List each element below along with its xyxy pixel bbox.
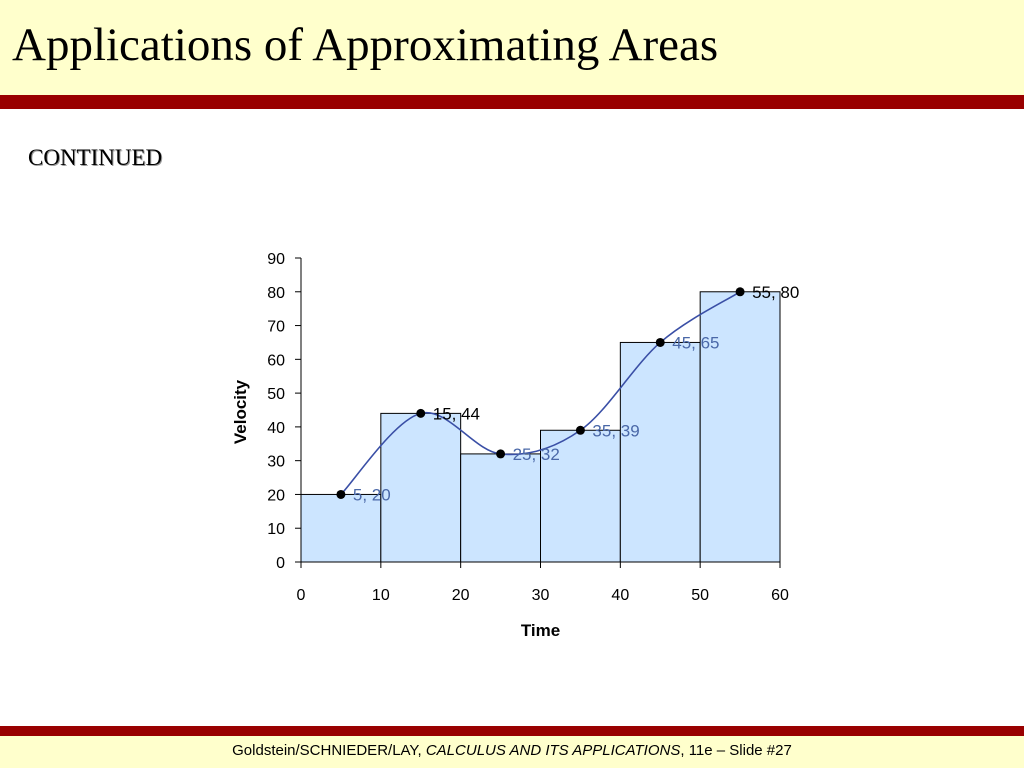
footer-edition: , 11e – Slide #27 xyxy=(680,742,792,759)
data-point-0 xyxy=(336,489,346,499)
y-axis-title: Velocity xyxy=(231,379,250,444)
x-tick-label-30: 30 xyxy=(532,587,550,604)
slide-subtitle: CONTINUED xyxy=(28,145,163,170)
data-label-2: 25, 32 xyxy=(513,445,560,464)
x-tick-label-10: 10 xyxy=(372,587,390,604)
y-tick-label-70: 70 xyxy=(267,319,285,336)
y-tick-label-20: 20 xyxy=(267,487,285,504)
bar-2 xyxy=(460,453,541,563)
data-point-5 xyxy=(735,287,745,297)
y-tick-label-10: 10 xyxy=(267,521,285,538)
slide-title: Applications of Approximating Areas xyxy=(12,19,719,71)
y-tick-label-30: 30 xyxy=(267,454,285,471)
y-tick-label-40: 40 xyxy=(267,420,285,437)
data-label-4: 45, 65 xyxy=(672,333,719,352)
data-label-0: 5, 20 xyxy=(353,485,391,504)
data-point-3 xyxy=(575,425,585,435)
footer-authors: Goldstein/SCHNIEDER/LAY, xyxy=(232,742,426,759)
slide-footer: Goldstein/SCHNIEDER/LAY, CALCULUS AND IT… xyxy=(0,742,1024,759)
bar-5 xyxy=(699,291,781,563)
data-label-3: 35, 39 xyxy=(592,421,639,440)
x-tick-label-50: 50 xyxy=(691,587,709,604)
velocity-curve xyxy=(340,291,741,496)
bar-1 xyxy=(380,412,462,563)
x-tick-label-20: 20 xyxy=(452,587,470,604)
y-tick-label-0: 0 xyxy=(276,555,285,572)
footer-band xyxy=(0,736,1024,768)
bar-3 xyxy=(540,429,621,563)
footer-book-title: CALCULUS AND ITS APPLICATIONS xyxy=(425,742,681,759)
bar-0 xyxy=(300,493,382,563)
data-point-2 xyxy=(496,449,506,459)
y-tick-label-60: 60 xyxy=(267,352,285,369)
data-label-1: 15, 44 xyxy=(433,404,480,423)
y-tick-label-80: 80 xyxy=(267,285,285,302)
footer-rule xyxy=(0,726,1024,736)
data-point-1 xyxy=(416,408,426,418)
x-tick-label-40: 40 xyxy=(611,587,629,604)
y-tick-label-50: 50 xyxy=(267,386,285,403)
data-label-5: 55, 80 xyxy=(752,283,799,302)
title-band xyxy=(0,0,1024,95)
data-point-4 xyxy=(655,337,665,347)
bar-4 xyxy=(619,341,701,563)
x-tick-label-0: 0 xyxy=(297,587,306,604)
x-tick-label-60: 60 xyxy=(771,587,789,604)
title-rule xyxy=(0,95,1024,109)
x-axis-title: Time xyxy=(521,621,560,640)
y-tick-label-90: 90 xyxy=(267,251,285,268)
